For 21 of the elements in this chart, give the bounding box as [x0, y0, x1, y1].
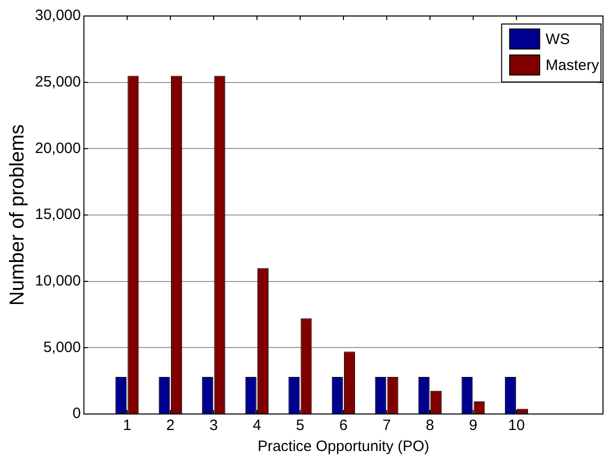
x-tick-label: 8 — [426, 417, 434, 434]
y-tick-label: 0 — [72, 405, 81, 422]
x-tick-label: 9 — [469, 417, 478, 434]
legend-label: Mastery — [546, 57, 600, 74]
legend-label: WS — [546, 31, 570, 48]
x-tick-label: 1 — [122, 417, 132, 434]
x-axis-title: Practice Opportunity (PO) — [258, 438, 430, 456]
y-tick-label: 30,000 — [34, 7, 81, 24]
x-tick-label: 6 — [339, 417, 348, 434]
y-axis-title: Number of problems — [6, 124, 29, 306]
x-tick-label: 5 — [296, 417, 304, 434]
y-tick-label: 5,000 — [43, 338, 81, 356]
x-tick-label: 2 — [166, 417, 175, 434]
y-tick-label: 10,000 — [34, 272, 81, 290]
x-tick-label: 3 — [209, 417, 218, 434]
y-tick-label: 25,000 — [34, 73, 81, 90]
x-tick-label: 4 — [252, 417, 262, 434]
x-tick-label: 7 — [382, 417, 391, 434]
y-tick-label: 15,000 — [34, 206, 81, 224]
y-tick-label: 20,000 — [34, 140, 81, 157]
x-tick-label: 10 — [508, 417, 525, 434]
